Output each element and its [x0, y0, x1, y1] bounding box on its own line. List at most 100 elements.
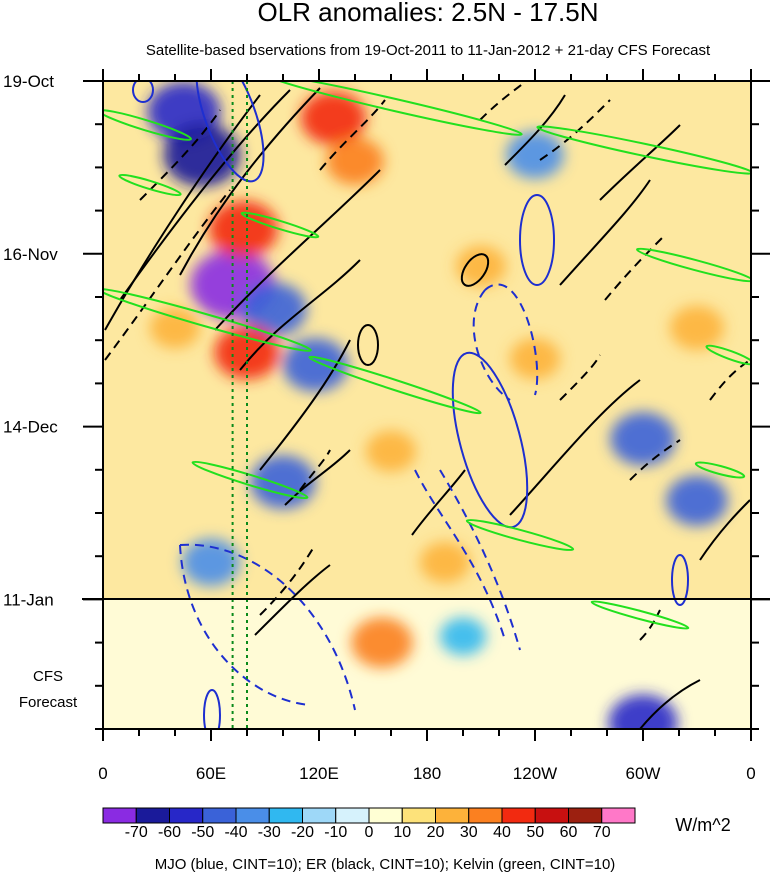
anomaly-cell — [439, 617, 487, 656]
mjo-contour — [195, 81, 265, 183]
er-contour — [119, 89, 291, 301]
anomaly-cell — [608, 694, 678, 729]
er-contour-dashed — [259, 544, 316, 616]
chart-title: OLR anomalies: 2.5N - 17.5N — [257, 0, 598, 27]
y-tick-label: 14-Dec — [3, 418, 58, 437]
y-tick-label: 16-Nov — [3, 245, 58, 264]
kelvin-contour — [103, 109, 192, 141]
mjo-contour-dashed — [484, 283, 539, 396]
colorbar-label: -40 — [224, 824, 247, 841]
colorbar-label: -20 — [291, 824, 314, 841]
colorbar-swatch — [568, 807, 603, 824]
colorbar-label: -50 — [191, 824, 214, 841]
er-contour — [460, 253, 490, 287]
er-contour — [239, 259, 361, 371]
x-tick-label: 60E — [196, 764, 226, 783]
kelvin-contour — [465, 518, 575, 552]
anomaly-cell — [610, 412, 676, 466]
colorbar-swatch — [202, 807, 237, 824]
y-tick-label: 19-Oct — [3, 72, 54, 91]
er-contour — [214, 169, 381, 331]
colorbar-swatch — [368, 807, 403, 824]
er-contour-dashed — [479, 81, 526, 121]
anomaly-cell — [149, 307, 201, 349]
colorbar-swatch — [102, 807, 137, 824]
colorbar-swatch — [501, 807, 536, 824]
colorbar-swatch — [335, 807, 370, 824]
y-tick-label: 11-Jan — [3, 590, 54, 609]
reference-lines — [231, 81, 248, 729]
colorbar-label: -60 — [158, 824, 181, 841]
colorbar-swatch — [468, 807, 503, 824]
colorbar-units: W/m^2 — [675, 815, 730, 835]
anomaly-cell — [214, 325, 280, 380]
colorbar-label: -10 — [324, 824, 347, 841]
colorbar-swatch — [435, 807, 470, 824]
mjo-contour — [519, 194, 555, 286]
mjo-contours-dashed — [179, 283, 539, 711]
er-contour-dashed — [139, 109, 221, 201]
er-contour — [104, 94, 261, 331]
x-tick-label: 0 — [746, 764, 755, 783]
er-contour-dashed — [604, 234, 666, 301]
mjo-contour-dashed — [472, 289, 511, 401]
mjo-contours — [132, 81, 689, 729]
mjo-contour — [132, 81, 154, 103]
anomaly-cell — [365, 430, 417, 472]
x-tick-label: 120E — [299, 764, 339, 783]
kelvin-contour — [705, 344, 751, 366]
anomaly-cell — [509, 338, 561, 380]
colorbar-swatch — [601, 807, 636, 824]
anomaly-cell — [250, 455, 316, 509]
mjo-contour-dashed — [179, 544, 311, 706]
anomaly-field — [147, 81, 728, 729]
er-contour-dashed — [539, 99, 611, 161]
plot-area — [103, 81, 751, 729]
contour-legend: MJO (blue, CINT=10); ER (black, CINT=10)… — [155, 856, 616, 873]
kelvin-contour — [694, 461, 746, 479]
kelvin-contours — [103, 81, 751, 630]
colorbar-swatch — [235, 807, 270, 824]
er-contour-dashed — [104, 189, 231, 361]
kelvin-contour — [118, 173, 182, 197]
colorbar-label: -70 — [125, 824, 148, 841]
anomaly-cell — [351, 617, 413, 668]
er-contour-dashed — [639, 609, 661, 641]
er-contour — [411, 469, 466, 536]
forecast-label-line1: CFS — [33, 668, 63, 685]
er-contour-dashed — [319, 99, 386, 171]
kelvin-contour — [308, 355, 482, 415]
colorbar-label: 60 — [560, 824, 578, 841]
anomaly-cell — [455, 245, 507, 287]
er-contour-dashed — [709, 359, 751, 401]
anomaly-cell — [300, 91, 367, 145]
colorbar-swatch — [534, 807, 569, 824]
colorbar-swatch — [135, 807, 170, 824]
anomaly-cell — [282, 338, 349, 392]
x-tick-label: 120W — [513, 764, 557, 783]
x-tick-label: 180 — [413, 764, 441, 783]
er-contour — [284, 449, 351, 506]
anomaly-cell — [419, 541, 471, 583]
mjo-contour — [671, 554, 689, 606]
anomaly-cell — [506, 131, 564, 179]
mjo-contour — [451, 351, 529, 529]
er-contour — [504, 94, 566, 166]
colorbar-label: 30 — [460, 824, 478, 841]
chart-subtitle: Satellite-based bservations from 19-Oct-… — [146, 42, 711, 59]
x-tick-label: 0 — [98, 764, 107, 783]
colorbar-swatch — [268, 807, 303, 824]
er-contours-dashed — [104, 81, 751, 641]
x-tick-label: 60W — [626, 764, 661, 783]
kelvin-contour — [267, 81, 523, 136]
colorbar-swatch — [401, 807, 436, 824]
anomaly-cell — [666, 475, 728, 526]
colorbar-label: -30 — [258, 824, 281, 841]
er-contour — [699, 499, 751, 561]
er-contour — [599, 124, 681, 201]
y-axis: 19-Oct 16-Nov 14-Dec 11-Jan — [3, 72, 770, 730]
er-contour — [254, 564, 331, 636]
colorbar-label: 70 — [593, 824, 611, 841]
kelvin-contour — [191, 460, 309, 500]
